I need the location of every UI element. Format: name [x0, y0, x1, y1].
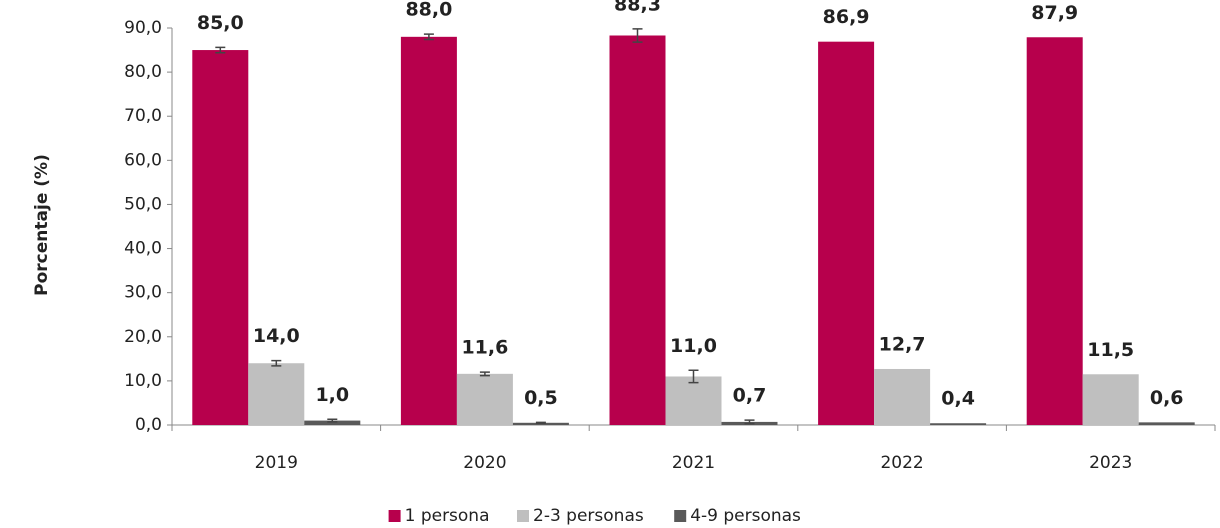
value-label: 0,5	[524, 387, 558, 409]
value-label: 0,4	[941, 388, 975, 410]
y-axis-title: Porcentaje (%)	[32, 154, 52, 296]
value-label: 88,3	[614, 0, 661, 15]
value-label: 0,6	[1150, 387, 1184, 409]
y-tick-label: 50,0	[124, 194, 162, 214]
value-label: 11,5	[1087, 339, 1134, 361]
bar	[665, 376, 722, 425]
value-label: 14,0	[253, 325, 300, 347]
bar	[1138, 422, 1195, 425]
error-bar	[215, 46, 226, 54]
bar	[456, 373, 513, 425]
y-tick-label: 10,0	[124, 371, 162, 391]
bar	[304, 420, 361, 425]
error-bar	[423, 33, 434, 41]
error-bar	[632, 28, 643, 43]
value-label: 87,9	[1031, 2, 1078, 24]
bar	[1082, 374, 1139, 425]
x-tick-label: 2023	[1089, 453, 1132, 473]
bar	[1026, 37, 1083, 425]
bar	[400, 36, 457, 425]
x-tick-label: 2022	[880, 453, 923, 473]
legend-label: 2-3 personas	[533, 506, 644, 526]
error-bar	[744, 419, 755, 425]
y-tick-label: 0,0	[135, 415, 162, 435]
value-label: 88,0	[405, 0, 452, 21]
y-tick-label: 80,0	[124, 62, 162, 82]
y-tick-label: 40,0	[124, 239, 162, 259]
y-tick-label: 20,0	[124, 327, 162, 347]
legend-swatch	[674, 510, 687, 522]
bar	[609, 35, 666, 425]
value-label: 12,7	[879, 333, 926, 355]
legend-swatch	[388, 510, 401, 522]
value-label: 11,0	[670, 335, 717, 357]
x-tick-label: 2020	[463, 453, 506, 473]
legend-label: 4-9 personas	[690, 506, 801, 526]
value-label: 1,0	[315, 384, 349, 406]
error-bar	[327, 418, 338, 423]
legend-label: 1 persona	[405, 506, 490, 526]
y-tick-label: 70,0	[124, 106, 162, 126]
error-bar	[688, 369, 699, 384]
bar	[818, 41, 875, 426]
error-bar	[479, 371, 490, 377]
value-label: 11,6	[461, 337, 508, 359]
bar	[248, 363, 305, 425]
x-tick-label: 2019	[255, 453, 298, 473]
value-label: 0,7	[733, 385, 767, 407]
value-label: 85,0	[197, 12, 244, 34]
x-tick-label: 2021	[672, 453, 715, 473]
bar	[930, 423, 987, 425]
value-label: 86,9	[823, 6, 870, 28]
error-bar	[535, 421, 546, 424]
legend-swatch	[517, 510, 529, 522]
bar	[874, 368, 931, 425]
y-tick-label: 30,0	[124, 283, 162, 303]
y-tick-label: 90,0	[124, 18, 162, 38]
error-bar	[271, 359, 282, 367]
y-tick-label: 60,0	[124, 150, 162, 170]
bar	[192, 50, 249, 426]
